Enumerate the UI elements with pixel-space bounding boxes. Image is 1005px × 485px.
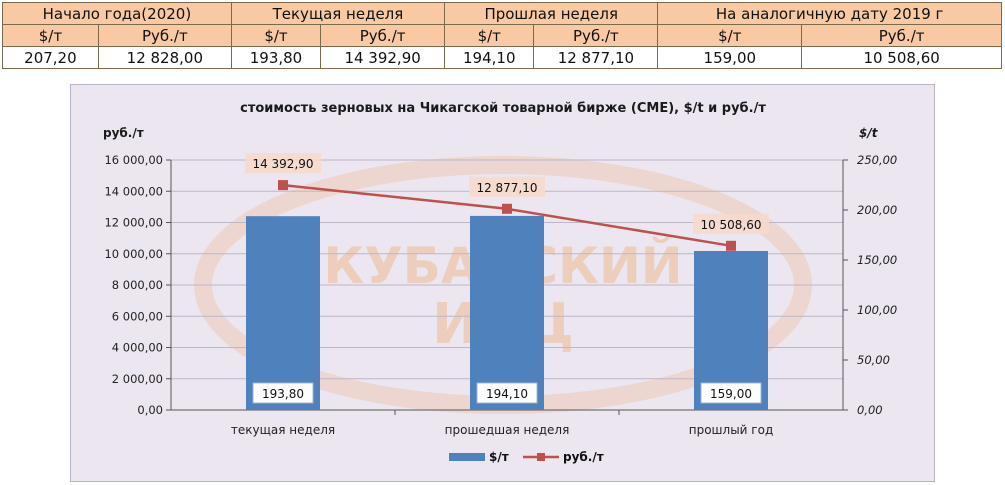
price-table-header-row: Начало года(2020) Текущая неделя Прошлая… [2,2,1002,25]
chart-title: стоимость зерновых на Чикагской товарной… [240,101,766,116]
subheader-usd: $/т [2,24,99,47]
subheader-usd: $/т [657,24,803,47]
legend-label: $/т [489,450,509,464]
left-tick-label: 8 000,00 [112,278,163,292]
subheader-rub: Руб./т [533,24,659,47]
right-tick-label: 50,00 [857,353,890,367]
bar-data-label: 194,10 [486,387,528,401]
header-current-week: Текущая неделя [230,2,446,25]
legend-swatch-marker [537,453,545,461]
value-cell: 159,00 [657,46,803,69]
value-cell: 12 828,00 [97,46,232,69]
left-tick-label: 2 000,00 [112,372,163,386]
legend-swatch-bar [449,453,485,461]
price-table-subheader-row: $/т Руб./т $/т Руб./т $/т Руб./т $/т Руб… [2,24,1002,47]
left-tick-label: 16 000,00 [104,153,163,167]
bar-label-box [252,382,314,404]
subheader-rub: Руб./т [320,24,446,47]
left-tick-label: 12 000,00 [104,216,163,230]
line-data-label: 12 877,10 [476,181,537,195]
left-axis-ticks: 0,00 2 000,00 4 000,00 6 000,00 8 000,00 10 0… [104,153,163,417]
left-tick-label: 10 000,00 [104,247,163,261]
value-cell: 14 392,90 [320,46,446,69]
category-label: прошлый год [689,423,774,437]
right-tick-label: 250,00 [857,153,897,167]
value-cell: 12 877,10 [533,46,659,69]
price-table-values-row: 207,20 12 828,00 193,80 14 392,90 194,10… [2,46,1002,69]
bar [470,215,544,410]
value-cell: 10 508,60 [801,46,1002,69]
right-axis-label: $/t [859,126,879,140]
chart-container: КУБАНСКИЙИАЦ стоимость зерновых на Чикаг… [70,84,935,482]
value-cell: 194,10 [444,46,535,69]
left-tick-label: 14 000,00 [104,184,163,198]
line-data-label: 10 508,60 [700,218,761,232]
header-year-start: Начало года(2020) [2,2,232,25]
right-tick-label: 100,00 [857,303,897,317]
left-axis-label: руб./т [103,126,144,140]
bar [246,216,320,410]
category-label: текущая неделя [231,423,335,437]
category-labels: текущая неделя прошедшая неделя прошлый го… [231,423,773,437]
bar-label-box [700,382,762,404]
line-marker [502,203,512,214]
left-tick-label: 4 000,00 [112,341,163,355]
subheader-rub: Руб./т [801,24,1002,47]
right-axis-ticks: 0,00 50,00 100,00 150,00 200,00 250,00 [843,153,897,417]
bar-data-label: 159,00 [710,387,752,401]
right-tick-label: 200,00 [857,203,897,217]
line-label-box [245,153,321,174]
line-label-box [469,176,545,197]
legend-label: руб./т [563,450,604,464]
bar-label-box [476,382,538,404]
subheader-usd: $/т [230,24,322,47]
header-last-week: Прошлая неделя [444,2,659,25]
price-table: Начало года(2020) Текущая неделя Прошлая… [2,2,1002,69]
left-tick-label: 0,00 [137,403,163,417]
subheader-rub: Руб./т [97,24,232,47]
bar-series: 193,80 194,10 159,00 [246,215,768,410]
line-marker [278,180,288,191]
category-label: прошедшая неделя [445,423,570,437]
line-series: 14 392,90 12 877,10 10 508,60 [245,153,769,251]
bar-data-label: 193,80 [262,387,304,401]
line-data-label: 14 392,90 [252,157,313,171]
right-tick-label: 0,00 [857,403,883,417]
value-cell: 207,20 [2,46,99,69]
left-tick-label: 6 000,00 [112,309,163,323]
value-cell: 193,80 [230,46,322,69]
chart-svg: КУБАНСКИЙИАЦ стоимость зерновых на Чикаг… [103,101,897,464]
chart-legend: $/т руб./т [449,450,604,464]
line-marker [726,240,736,251]
right-tick-label: 150,00 [857,253,897,267]
subheader-usd: $/т [444,24,535,47]
header-same-date-2019: На аналогичную дату 2019 г [657,2,1002,25]
line-label-box [693,213,769,234]
